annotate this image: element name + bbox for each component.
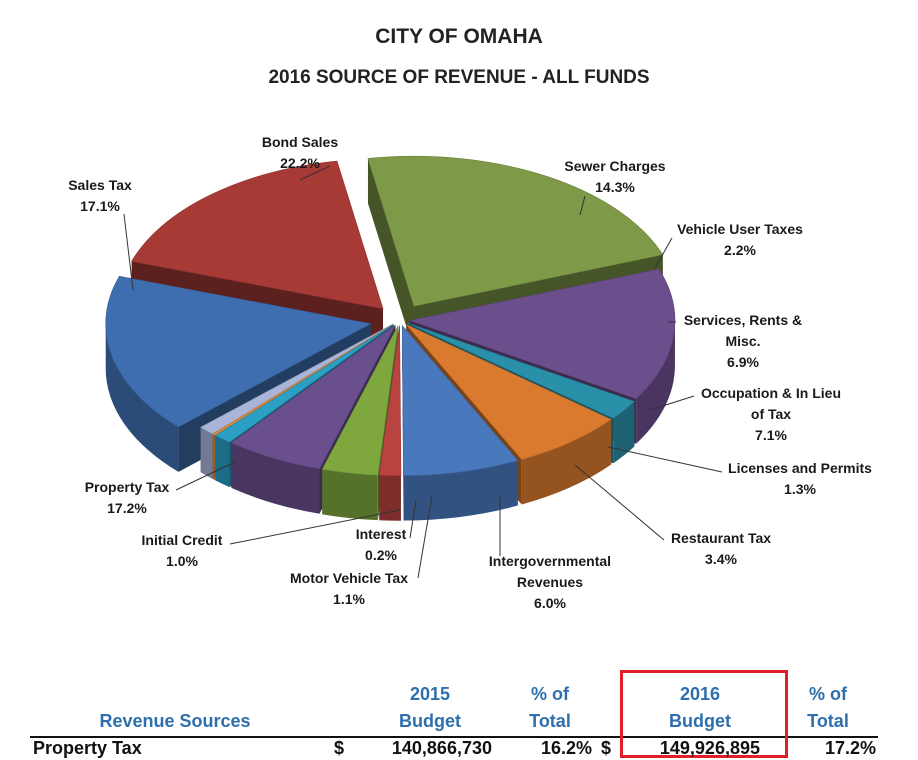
slice-label-services-rents-misc: Services, Rents & Misc. 6.9% xyxy=(684,312,802,370)
table-header-rule xyxy=(30,736,878,738)
chart-title: CITY OF OMAHA xyxy=(375,25,543,48)
leader-line-initial-credit xyxy=(229,509,401,545)
chart-subtitle: 2016 SOURCE OF REVENUE - ALL FUNDS xyxy=(268,67,650,88)
slice-label-sales-tax: Sales Tax 17.1% xyxy=(68,177,132,214)
slice-label-interest: Interest 0.2% xyxy=(356,526,407,563)
slice-labels: Bond Sales 22.2% Sewer Charges 14.3% Vehicle… xyxy=(68,134,872,611)
row-source: Property Tax xyxy=(33,738,142,758)
leader-line-interest xyxy=(409,499,417,539)
pie-chart: Bond Sales 22.2% Sewer Charges 14.3% Vehicle… xyxy=(68,134,872,611)
leader-line-sales-tax xyxy=(123,213,134,291)
col-header-pct-2015-b: Total xyxy=(529,711,571,731)
leader-lines xyxy=(123,165,723,579)
slice-label-licenses-and-permits: Licenses and Permits 1.3% xyxy=(728,460,872,497)
leader-line-motor-vehicle-tax xyxy=(417,495,433,579)
col-header-source: Revenue Sources xyxy=(99,711,251,731)
leader-line-vehicle-user-taxes xyxy=(654,237,673,269)
row-budget-2015: 140,866,730 xyxy=(391,738,492,758)
col-header-pct-2016-a: % of xyxy=(809,684,847,704)
col-header-2016-year: 2016 xyxy=(679,684,721,704)
row-pct-2016: 17.2% xyxy=(824,738,876,758)
pie-slice-occupation-in-lieu-of-tax xyxy=(401,324,519,521)
highlight-box-2016 xyxy=(620,670,788,758)
slice-label-bond-sales: Bond Sales 22.2% xyxy=(262,134,338,171)
leader-line-licenses-and-permits xyxy=(607,446,723,473)
slice-label-occupation-in-lieu-of-tax: Occupation & In Lieu of Tax 7.1% xyxy=(701,385,841,443)
slice-label-property-tax: Property Tax 17.2% xyxy=(85,479,170,516)
leader-line-bond-sales xyxy=(299,165,331,181)
col-header-pct-2016-b: Total xyxy=(807,711,849,731)
pie-slice-licenses-and-permits xyxy=(378,325,402,521)
leader-line-property-tax xyxy=(175,461,236,491)
row-pct-2015: 16.2% xyxy=(540,738,592,758)
leader-line-sewer-charges xyxy=(579,195,586,216)
col-header-2016-budget: Budget xyxy=(669,711,731,731)
row-currency-2016: $ xyxy=(601,738,612,758)
col-header-pct-2015-a: % of xyxy=(531,684,569,704)
leader-line-restaurant-tax xyxy=(574,464,665,541)
slice-label-sewer-charges: Sewer Charges 14.3% xyxy=(564,158,665,195)
col-header-2015-year: 2015 xyxy=(409,684,451,704)
row-currency-2015: $ xyxy=(334,738,345,758)
leader-line-occupation-in-lieu-of-tax xyxy=(649,395,695,411)
slice-label-restaurant-tax: Restaurant Tax 3.4% xyxy=(671,530,771,567)
slice-label-vehicle-user-taxes: Vehicle User Taxes 2.2% xyxy=(677,221,803,258)
pie-slices xyxy=(105,155,676,521)
slice-label-initial-credit: Initial Credit 1.0% xyxy=(142,532,223,569)
slice-label-motor-vehicle-tax: Motor Vehicle Tax 1.1% xyxy=(290,570,408,607)
slice-label-intergovernmental-revenues: Intergovernmental Revenues 6.0% xyxy=(489,553,611,611)
row-budget-2016: 149,926,895 xyxy=(659,738,760,758)
col-header-2015-budget: Budget xyxy=(399,711,461,731)
